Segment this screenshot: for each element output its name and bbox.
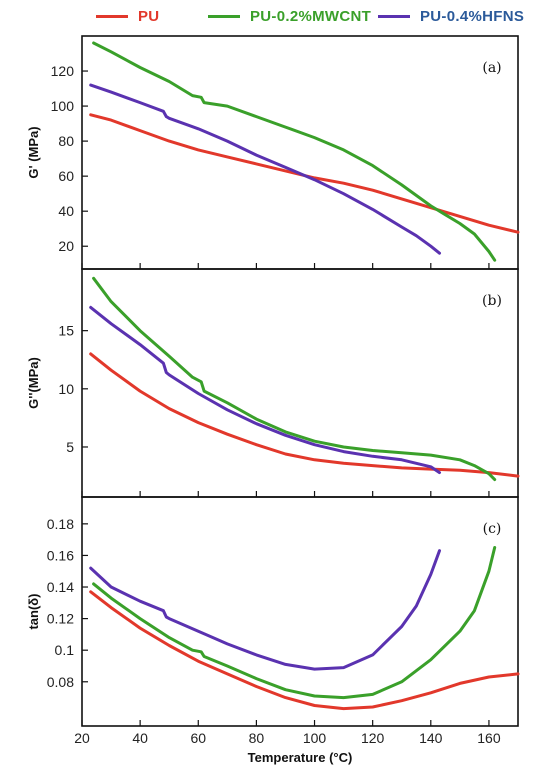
panel-loss-modulus: 5 10 15 G''(MPa) (b) <box>26 268 520 498</box>
legend-label-mwcnt: PU-0.2%MWCNT <box>250 7 372 25</box>
legend-item-mwcnt: PU-0.2%MWCNT <box>208 6 371 26</box>
legend-item-pu: PU <box>96 6 159 26</box>
x-tick-label: 80 <box>249 730 265 746</box>
series-line-pu <box>89 590 520 711</box>
legend: PU PU-0.2%MWCNT PU-0.4%HFNS <box>0 0 554 34</box>
series-line-hfns <box>89 549 441 671</box>
panel-label: (b) <box>482 293 502 309</box>
y-tick-label: 0.08 <box>47 674 74 690</box>
legend-item-hfns: PU-0.4%HFNS <box>378 6 524 26</box>
series-line-hfns <box>89 83 441 255</box>
legend-swatch-hfns <box>378 14 410 18</box>
y-tick-label: 5 <box>66 439 74 455</box>
panel-label: (c) <box>483 521 502 537</box>
y-tick-label: 0.12 <box>47 611 74 627</box>
series-line-hfns <box>89 305 441 475</box>
y-tick-label: 0.18 <box>47 516 74 532</box>
y-tick-label: 120 <box>51 63 75 79</box>
legend-label-hfns: PU-0.4%HFNS <box>420 7 525 25</box>
y-tick-label: 0.16 <box>47 547 74 563</box>
panel-frame <box>81 496 519 727</box>
y-axis-title: G''(MPa) <box>26 357 41 409</box>
x-tick-label: 160 <box>477 730 501 746</box>
series-line-mwcnt <box>92 276 497 482</box>
legend-swatch-pu <box>96 14 128 18</box>
x-tick-label: 120 <box>361 730 385 746</box>
x-tick-label: 20 <box>74 730 90 746</box>
x-tick-label: 100 <box>303 730 327 746</box>
y-tick-label: 0.14 <box>47 579 74 595</box>
x-tick-label: 60 <box>190 730 206 746</box>
y-tick-label: 80 <box>58 133 74 149</box>
panel-storage-modulus: 20 40 60 80 100 120 G' (MPa) (a) <box>26 35 520 270</box>
x-tick-label: 40 <box>132 730 148 746</box>
x-axis-title: Temperature (°C) <box>248 750 353 765</box>
y-tick-label: 40 <box>58 203 74 219</box>
y-tick-label: 100 <box>51 98 75 114</box>
panel-tan-delta: 0.08 0.1 0.12 0.14 0.16 0.18 20 40 60 80 100 120 140… <box>26 496 520 765</box>
legend-swatch-mwcnt <box>208 14 240 18</box>
series-line-mwcnt <box>92 546 497 700</box>
y-axis-title: tan(δ) <box>26 593 41 629</box>
y-tick-label: 20 <box>58 238 74 254</box>
panel-label: (a) <box>482 60 501 76</box>
series-line-mwcnt <box>92 41 497 262</box>
y-axis-title: G' (MPa) <box>26 126 41 178</box>
y-tick-label: 0.1 <box>55 642 75 658</box>
y-tick-label: 10 <box>58 381 74 397</box>
y-tick-label: 15 <box>58 323 74 339</box>
series-line-pu <box>89 352 520 478</box>
panel-frame <box>81 268 519 498</box>
legend-label-pu: PU <box>138 7 160 25</box>
x-tick-label: 140 <box>419 730 443 746</box>
y-tick-label: 60 <box>58 168 74 184</box>
